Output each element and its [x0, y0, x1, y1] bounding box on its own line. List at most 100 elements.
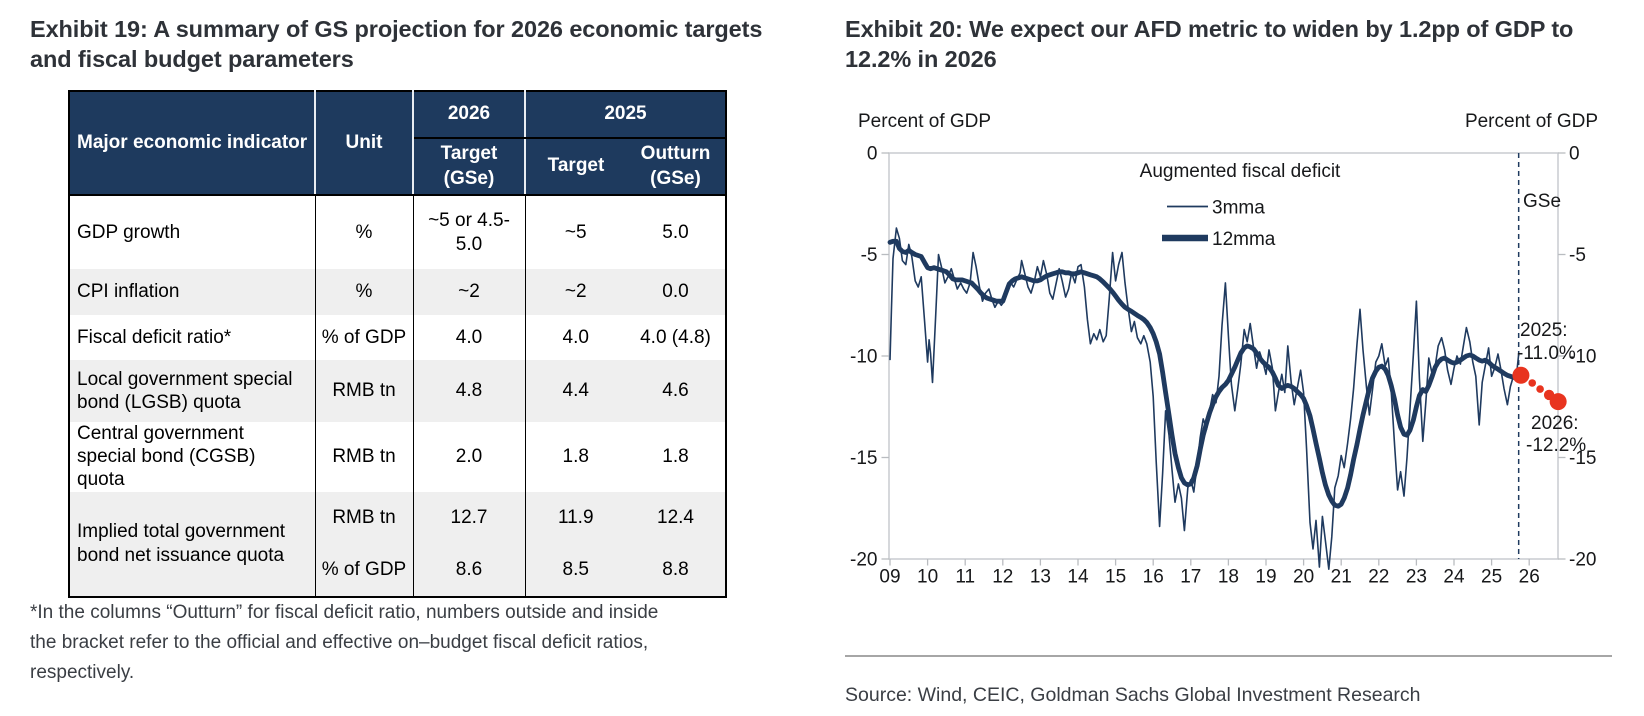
outturn-2025-cell: 8.8	[662, 558, 689, 580]
table-row: Implied total government bond net issuan…	[69, 491, 726, 597]
header-2025-outturn-line1: Outturn	[640, 143, 711, 165]
target-2025-cell: ~2	[564, 281, 587, 303]
annotation-2025-line1: 2025:	[1520, 320, 1568, 341]
unit-cell: %	[315, 269, 414, 315]
header-2025-outturn-line2: (GSe)	[650, 167, 701, 189]
outturn-2025-cell: 5.0	[662, 221, 689, 243]
target-2026-cell: 12.7	[413, 491, 526, 544]
right-axis-title: Percent of GDP	[1465, 111, 1598, 132]
table-row: Local government special bond (LGSB) quo…	[69, 360, 726, 422]
y-tick-label-right: -20	[1569, 550, 1596, 571]
x-tick-label: 25	[1481, 567, 1502, 588]
unit-cell: RMB tn	[315, 491, 414, 544]
y-tick-label-left: -10	[850, 347, 877, 368]
x-tick-label: 16	[1143, 567, 1164, 588]
table-row: CPI inflation% ~2 ~2 0.0	[69, 269, 726, 315]
target-2026-cell: 4.8	[413, 360, 526, 422]
x-tick-label: 20	[1293, 567, 1314, 588]
footnote-line-3: respectively.	[30, 662, 135, 683]
x-tick-label: 09	[879, 567, 900, 588]
exhibit-19-title: Exhibit 19: A summary of GS projection f…	[30, 16, 763, 72]
x-tick-label: 17	[1180, 567, 1201, 588]
table-header-row-groups: Major economic indicator Unit 2026 2025	[69, 91, 726, 196]
indicator-cell: Central government special bond (CGSB) q…	[69, 422, 316, 492]
header-2026-target: Target (GSe)	[413, 138, 526, 196]
outturn-2025-cell: 0.0	[662, 281, 689, 303]
target-2025-cell: 11.9	[557, 506, 594, 528]
header-group-2025: 2025	[525, 91, 726, 139]
x-tick-label: 26	[1519, 567, 1540, 588]
outturn-2025-cell: 12.4	[657, 506, 694, 528]
footnote-line-2: the bracket refer to the official and ef…	[30, 632, 649, 653]
projection-dot	[1528, 379, 1537, 387]
header-2026-target-line2: (GSe)	[443, 167, 495, 189]
x-tick-label: 22	[1368, 567, 1389, 588]
left-axis-title: Percent of GDP	[858, 111, 991, 132]
series-3mma	[889, 227, 1520, 571]
target-2025-cell: 1.8	[562, 446, 589, 468]
x-tick-label: 12	[992, 567, 1013, 588]
y-tick-label-right: 0	[1569, 144, 1580, 165]
target-2026-cell: 2.0	[413, 422, 526, 492]
indicator-cell: GDP growth	[69, 195, 316, 269]
outturn-2025-cell: 4.0 (4.8)	[640, 326, 711, 348]
target-2025-cell: ~5	[564, 221, 587, 243]
target-2026-cell: 8.6	[413, 543, 526, 597]
series-12mma	[887, 238, 1522, 509]
chart-title: Augmented fiscal deficit	[1140, 161, 1341, 182]
x-tick-label: 21	[1331, 567, 1352, 588]
legend-label-3mma: 3mma	[1212, 198, 1265, 219]
source-divider	[845, 655, 1612, 657]
economic-targets-table: Major economic indicator Unit 2026 2025 …	[68, 90, 727, 598]
exhibit-20-title: Exhibit 20: We expect our AFD metric to …	[845, 16, 1574, 72]
projection-dot	[1549, 393, 1567, 411]
table-row: GDP growth% ~5 or 4.5-5.0 ~5 5.0	[69, 195, 726, 269]
footnote-line-1: *In the columns “Outturn” for fiscal def…	[30, 602, 659, 623]
y-tick-label-left: -15	[850, 448, 877, 469]
x-tick-label: 14	[1067, 567, 1089, 588]
unit-cell: % of GDP	[315, 315, 414, 360]
table-footnote: *In the columns “Outturn” for fiscal def…	[30, 598, 760, 688]
header-unit-label: Unit	[345, 131, 383, 153]
x-tick-label: 13	[1030, 567, 1051, 588]
y-tick-label-left: 0	[867, 144, 878, 165]
target-2026-cell: ~2	[413, 269, 526, 315]
header-2025-target-label: Target	[547, 155, 605, 177]
header-indicator: Major economic indicator	[69, 91, 316, 196]
unit-cell: RMB tn	[315, 360, 414, 422]
table-row: Fiscal deficit ratio*% of GDP 4.0 4.0 4.0 (…	[69, 315, 726, 360]
target-2026-cell: 4.0	[413, 315, 526, 360]
table-row: Central government special bond (CGSB) q…	[69, 422, 726, 492]
annotation-2025-line2: -11.0%	[1517, 343, 1576, 364]
y-tick-label-left: -20	[850, 550, 877, 571]
indicator-cell: CPI inflation	[69, 269, 316, 315]
table-header-row-sub: Target (GSe) Target Outturn (GSe)	[69, 138, 726, 196]
header-2026-label: 2026	[447, 103, 491, 125]
y-tick-label-right: -5	[1569, 245, 1586, 266]
indicator-cell: Local government special bond (LGSB) quo…	[69, 360, 316, 422]
gse-label: GSe	[1523, 191, 1561, 212]
unit-cell: % of GDP	[315, 543, 414, 597]
annotation-2026-line1: 2026:	[1531, 413, 1579, 434]
x-tick-label: 10	[917, 567, 938, 588]
header-2025-target: Target	[525, 138, 626, 196]
indicator-cell: Implied total government bond net issuan…	[69, 491, 316, 597]
indicator-cell: Fiscal deficit ratio*	[69, 315, 316, 360]
annotation-2026-line2: -12.2%	[1526, 435, 1586, 456]
x-tick-label: 19	[1255, 567, 1276, 588]
x-tick-label: 24	[1443, 567, 1465, 588]
unit-cell: RMB tn	[315, 422, 414, 492]
projection-dot	[1512, 366, 1530, 384]
x-tick-label: 23	[1406, 567, 1427, 588]
header-group-2026: 2026	[413, 91, 526, 139]
header-indicator-label: Major economic indicator	[77, 131, 308, 153]
target-2025-cell: 4.4	[562, 380, 589, 402]
source-text: Source: Wind, CEIC, Goldman Sachs Global…	[845, 684, 1421, 706]
unit-cell: %	[315, 195, 414, 269]
x-tick-label: 18	[1218, 567, 1239, 588]
header-2025-outturn: Outturn (GSe)	[626, 138, 726, 196]
target-2026-cell: ~5 or 4.5-5.0	[413, 195, 526, 269]
y-tick-label-left: -5	[861, 245, 878, 266]
target-2025-cell: 8.5	[562, 558, 589, 580]
x-tick-label: 15	[1105, 567, 1126, 588]
